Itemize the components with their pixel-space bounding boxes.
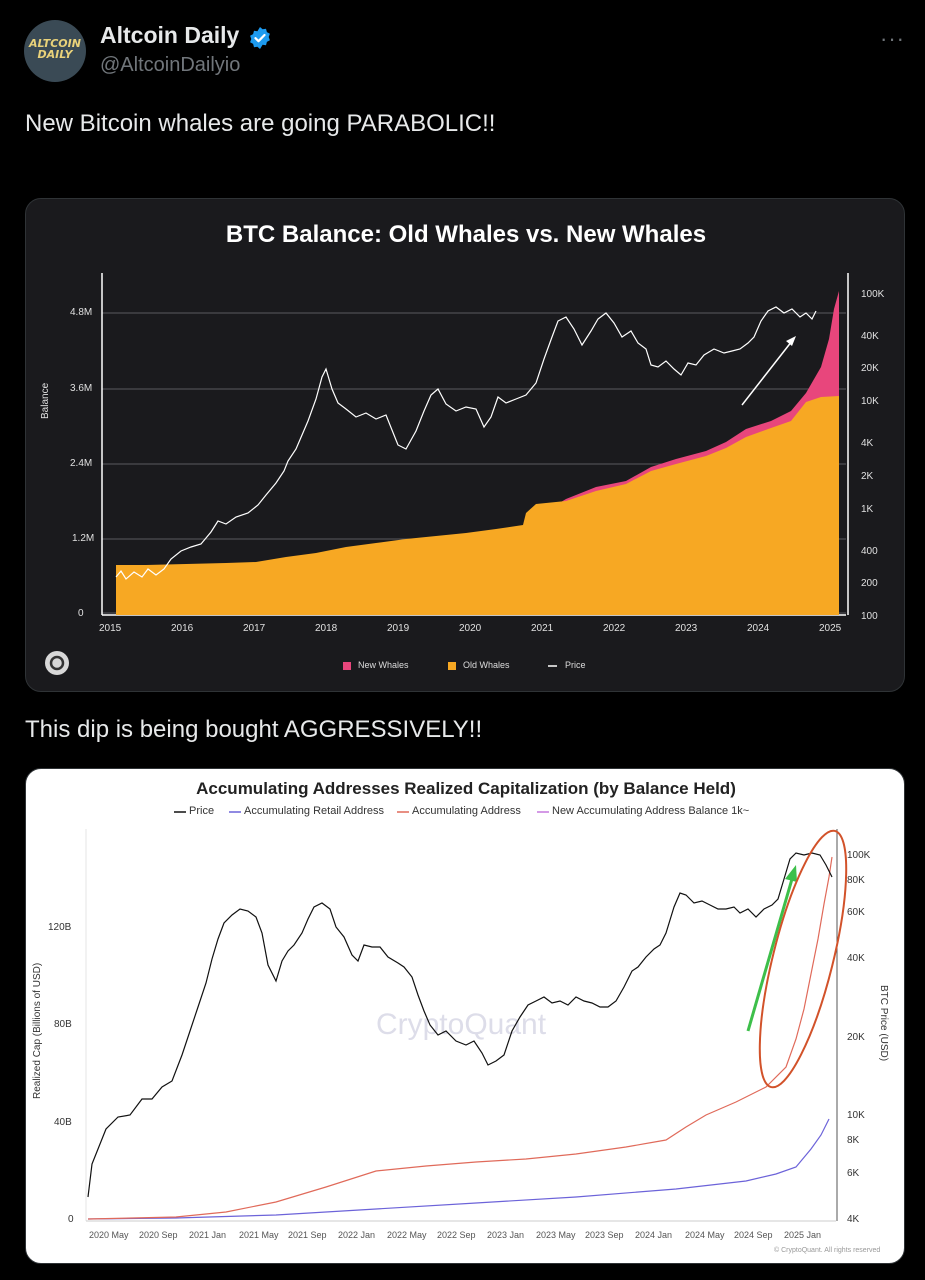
chart2-left-tick: 120B xyxy=(48,922,72,933)
avatar[interactable]: ALTCOIN DAILY xyxy=(24,20,86,82)
chart1-left-tick: 1.2M xyxy=(72,533,95,544)
chart2-x-tick: 2024 Sep xyxy=(734,1230,773,1240)
chart2-right-tick: 4K xyxy=(847,1214,860,1225)
chart2-x-tick: 2023 Sep xyxy=(585,1230,624,1240)
chart1-right-tick: 10K xyxy=(861,396,879,407)
chart2-x-tick: 2023 Jan xyxy=(487,1230,525,1240)
chart2-x-tick: 2020 May xyxy=(89,1230,129,1240)
author-name[interactable]: Altcoin Daily xyxy=(100,22,240,48)
chart1-x-tick: 2015 xyxy=(99,623,122,634)
chart1-arrow xyxy=(741,340,793,406)
chart1-x-tick: 2020 xyxy=(459,623,482,634)
chart2-x-tick: 2022 May xyxy=(387,1230,427,1240)
chart2-price-line xyxy=(87,852,833,1198)
chart1-x-tick: 2025 xyxy=(819,623,842,634)
chart1-left-tick: 4.8M xyxy=(70,307,93,318)
avatar-text-bottom: DAILY xyxy=(37,48,73,61)
chart2-legend-price: Price xyxy=(189,805,215,817)
chart1-legend-new-whales-swatch xyxy=(343,662,351,670)
chart1-title: BTC Balance: Old Whales vs. New Whales xyxy=(225,221,707,248)
chart-image-1[interactable]: BTC Balance: Old Whales vs. New Whales xyxy=(25,198,905,692)
chart2-right-tick: 8K xyxy=(847,1135,860,1146)
chart1-left-tick: 0 xyxy=(78,608,84,619)
verified-badge-icon xyxy=(250,27,270,49)
chart1-x-tick: 2017 xyxy=(243,623,266,634)
chart1-price-line xyxy=(115,306,817,580)
chart1-arrow-head xyxy=(786,336,796,346)
tweet-text-2: This dip is being bought AGGRESSIVELY!! xyxy=(25,716,483,743)
chart2-x-tick: 2021 Jan xyxy=(189,1230,227,1240)
chart2-right-tick: 100K xyxy=(847,850,871,861)
chart2-accumulating-line xyxy=(87,856,833,1220)
chart-image-2[interactable]: Accumulating Addresses Realized Capitali… xyxy=(25,768,905,1264)
chart2-right-tick: 20K xyxy=(847,1032,865,1043)
chart1-x-tick: 2024 xyxy=(747,623,770,634)
chart2-right-tick: 60K xyxy=(847,907,865,918)
chart2-highlight-ellipse xyxy=(758,829,848,1089)
chart2-legend-accumulating: Accumulating Address xyxy=(412,805,521,817)
chart2-plot: CryptoQuant xyxy=(85,811,848,1222)
avatar-text-top: ALTCOIN xyxy=(29,37,81,50)
chart2-green-arrow-head xyxy=(785,865,797,882)
chart2-right-tick: 6K xyxy=(847,1168,860,1179)
chart1-right-tick: 100 xyxy=(861,611,878,622)
chart1-plot xyxy=(45,273,849,675)
chart2-green-arrow xyxy=(746,878,794,1032)
author-handle[interactable]: @AltcoinDailyio xyxy=(100,54,241,76)
chart1-old-whales-area xyxy=(116,396,839,615)
chart2-x-tick: 2022 Jan xyxy=(338,1230,376,1240)
chart1-legend-old-whales: Old Whales xyxy=(463,660,510,670)
chart1-x-tick: 2023 xyxy=(675,623,698,634)
tweet-text-1: New Bitcoin whales are going PARABOLIC!! xyxy=(25,110,496,137)
chart1-legend-old-whales-swatch xyxy=(448,662,456,670)
chart1-right-tick: 400 xyxy=(861,546,878,557)
chart1-right-tick: 100K xyxy=(861,289,885,300)
chart2-x-tick: 2024 May xyxy=(685,1230,725,1240)
chart1-left-tick: 3.6M xyxy=(70,383,93,394)
chart1-right-tick: 20K xyxy=(861,363,879,374)
chart2-left-tick: 80B xyxy=(54,1019,72,1030)
chart2-x-tick: 2023 May xyxy=(536,1230,576,1240)
chart2-left-tick: 0 xyxy=(68,1214,74,1225)
chart1-x-tick: 2019 xyxy=(387,623,410,634)
chart1-left-tick: 2.4M xyxy=(70,458,93,469)
chart2-title: Accumulating Addresses Realized Capitali… xyxy=(196,779,736,798)
chart1-right-tick: 40K xyxy=(861,331,879,342)
chart1-right-tick: 4K xyxy=(861,438,874,449)
chart2-ylabel-left: Realized Cap (Billions of USD) xyxy=(32,962,43,1099)
chart1-logo-icon xyxy=(45,651,69,675)
chart1-right-tick: 200 xyxy=(861,578,878,589)
chart1-x-tick: 2018 xyxy=(315,623,338,634)
chart1-ylabel: Balance xyxy=(40,382,51,419)
chart2-x-tick: 2025 Jan xyxy=(784,1230,822,1240)
chart1-x-tick: 2022 xyxy=(603,623,626,634)
chart2-left-tick: 40B xyxy=(54,1117,72,1128)
chart2-x-tick: 2021 Sep xyxy=(288,1230,327,1240)
chart1-x-tick: 2021 xyxy=(531,623,554,634)
more-options-icon[interactable]: ··· xyxy=(880,26,905,51)
chart2-x-tick: 2022 Sep xyxy=(437,1230,476,1240)
chart1-x-tick: 2016 xyxy=(171,623,194,634)
chart2-right-tick: 80K xyxy=(847,875,865,886)
chart2-legend-new-accumulating: New Accumulating Address Balance 1k~ xyxy=(552,805,750,817)
chart2-watermark: CryptoQuant xyxy=(376,1008,547,1041)
chart2-x-tick: 2021 May xyxy=(239,1230,279,1240)
chart2-right-tick: 10K xyxy=(847,1110,865,1121)
avatar-logo: ALTCOIN DAILY xyxy=(24,38,86,60)
chart2-x-tick: 2020 Sep xyxy=(139,1230,178,1240)
chart1-legend-price: Price xyxy=(565,660,586,670)
chart2-legend-retail: Accumulating Retail Address xyxy=(244,805,385,817)
chart2-retail-line xyxy=(87,1118,830,1220)
chart1-legend-new-whales: New Whales xyxy=(358,660,409,670)
chart2-x-tick: 2024 Jan xyxy=(635,1230,673,1240)
chart2-right-tick: 40K xyxy=(847,953,865,964)
chart2-ylabel-right: BTC Price (USD) xyxy=(878,985,889,1062)
chart1-right-tick: 1K xyxy=(861,504,874,515)
chart2-copyright: © CryptoQuant. All rights reserved xyxy=(774,1247,881,1254)
chart1-right-tick: 2K xyxy=(861,471,874,482)
